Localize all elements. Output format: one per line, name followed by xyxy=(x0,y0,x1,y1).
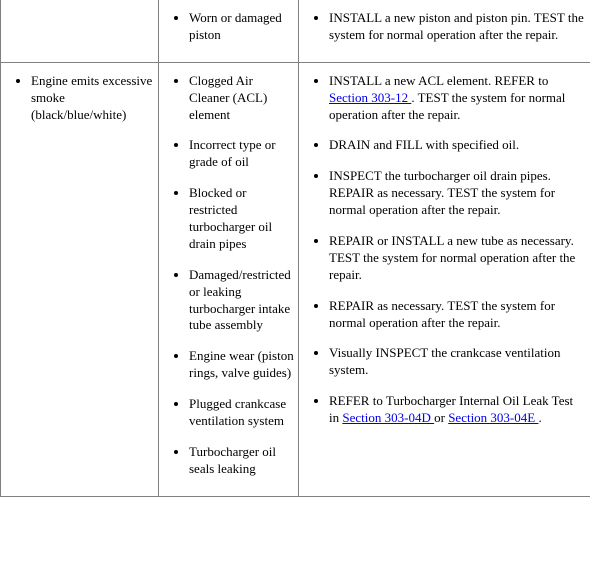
action-item: DRAIN and FILL with specified oil. xyxy=(329,137,586,154)
action-text: or xyxy=(434,410,448,425)
section-link[interactable]: Section 303-04E xyxy=(448,410,538,425)
condition-item: Engine emits excessive smoke (black/blue… xyxy=(31,73,154,124)
diagnostic-table: Worn or damaged piston INSTALL a new pis… xyxy=(0,0,590,497)
section-link[interactable]: Section 303-04D xyxy=(342,410,434,425)
action-cell: INSTALL a new piston and piston pin. TES… xyxy=(299,0,590,62)
cause-item: Damaged/restricted or leaking turbocharg… xyxy=(189,267,294,335)
action-item: REPAIR or INSTALL a new tube as necessar… xyxy=(329,233,586,284)
action-text: . xyxy=(538,410,541,425)
action-item: REPAIR as necessary. TEST the system for… xyxy=(329,298,586,332)
condition-cell xyxy=(1,0,159,62)
cause-cell: Worn or damaged piston xyxy=(159,0,299,62)
action-cell: INSTALL a new ACL element. REFER to Sect… xyxy=(299,62,590,496)
cause-item: Incorrect type or grade of oil xyxy=(189,137,294,171)
condition-cell: Engine emits excessive smoke (black/blue… xyxy=(1,62,159,496)
action-item: INSTALL a new ACL element. REFER to Sect… xyxy=(329,73,586,124)
cause-item: Engine wear (piston rings, valve guides) xyxy=(189,348,294,382)
action-text: INSTALL a new ACL element. REFER to xyxy=(329,73,548,88)
table-row: Worn or damaged piston INSTALL a new pis… xyxy=(1,0,590,62)
action-item: REFER to Turbocharger Internal Oil Leak … xyxy=(329,393,586,427)
cause-item: Turbocharger oil seals leaking xyxy=(189,444,294,478)
table-row: Engine emits excessive smoke (black/blue… xyxy=(1,62,590,496)
action-item: Visually INSPECT the crankcase ventilati… xyxy=(329,345,586,379)
cause-cell: Clogged Air Cleaner (ACL) element Incorr… xyxy=(159,62,299,496)
cause-item: Clogged Air Cleaner (ACL) element xyxy=(189,73,294,124)
action-item: INSTALL a new piston and piston pin. TES… xyxy=(329,10,586,44)
section-link[interactable]: Section 303-12 xyxy=(329,90,411,105)
cause-item: Worn or damaged piston xyxy=(189,10,294,44)
action-item: INSPECT the turbocharger oil drain pipes… xyxy=(329,168,586,219)
cause-item: Plugged crankcase ventilation system xyxy=(189,396,294,430)
cause-item: Blocked or restricted turbocharger oil d… xyxy=(189,185,294,253)
